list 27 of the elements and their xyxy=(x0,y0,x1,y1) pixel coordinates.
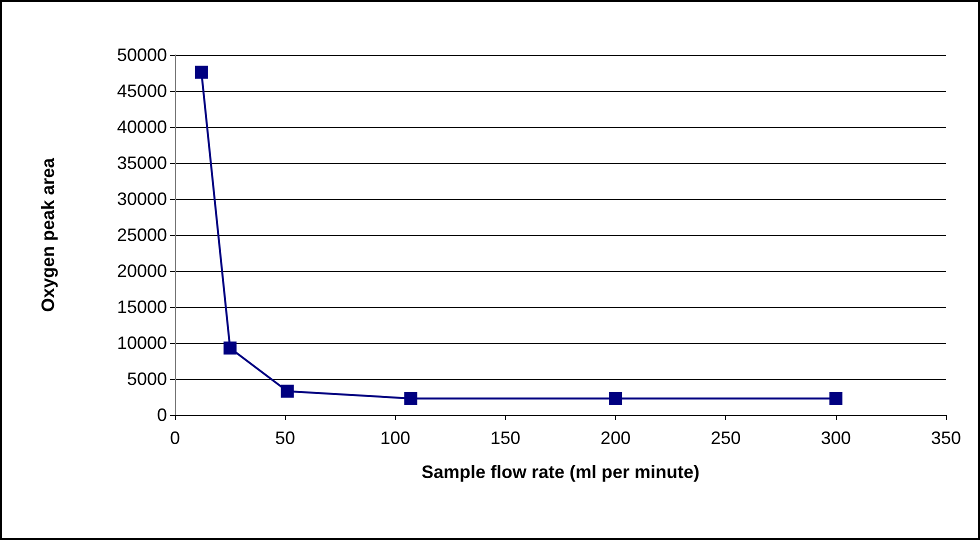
x-tick-label: 250 xyxy=(710,428,741,448)
y-tick-label: 5000 xyxy=(126,369,167,389)
y-tick-label: 50000 xyxy=(116,45,167,65)
x-axis-title: Sample flow rate (ml per minute) xyxy=(421,462,700,482)
x-tick-label: 350 xyxy=(930,428,962,448)
y-tick-label: 10000 xyxy=(116,333,167,353)
point xyxy=(829,392,842,405)
y-tick-label: 40000 xyxy=(116,117,167,137)
point xyxy=(194,66,208,79)
y-tick-label: 20000 xyxy=(116,261,167,281)
point xyxy=(224,342,237,355)
y-tick-label: 45000 xyxy=(116,81,167,101)
x-tick-label: 150 xyxy=(490,428,520,448)
x-tick-label: 200 xyxy=(600,428,631,448)
y-tick-label: 35000 xyxy=(116,153,167,173)
x-tick-label: 50 xyxy=(275,428,296,448)
y-tick-label: 15000 xyxy=(116,297,167,317)
point xyxy=(280,384,294,398)
y-tick-label: 25000 xyxy=(116,225,167,245)
x-tick-label: 0 xyxy=(170,428,180,448)
y-axis-title: Oxygen peak area xyxy=(38,156,58,312)
point xyxy=(609,392,622,405)
x-tick-label: 300 xyxy=(820,428,851,448)
point xyxy=(404,392,418,405)
x-tick-label: 100 xyxy=(380,428,410,448)
y-tick-label: 30000 xyxy=(116,189,167,209)
y-tick-label: 0 xyxy=(156,405,167,425)
